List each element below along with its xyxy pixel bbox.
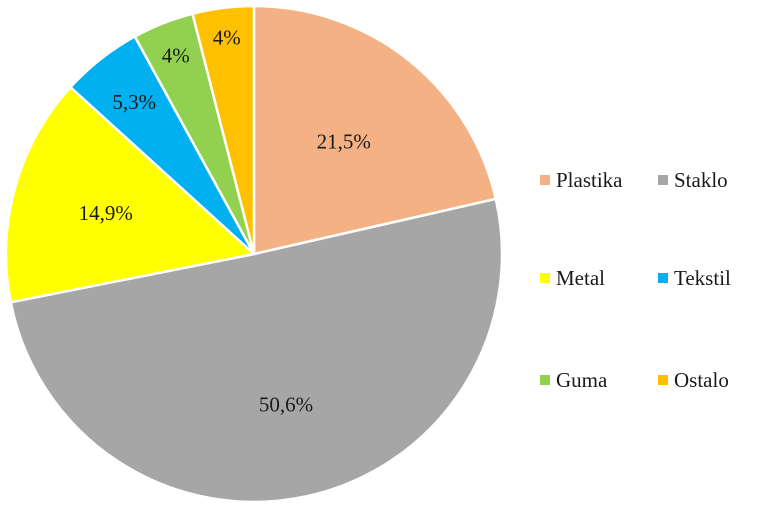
pie-slices	[4, 4, 504, 504]
data-label-metal: 14,9%	[79, 201, 133, 225]
data-label-plastika: 21,5%	[317, 130, 371, 154]
legend-label-metal: Metal	[556, 266, 605, 290]
legend-item-plastika: Plastika	[540, 168, 623, 192]
data-label-guma: 4%	[162, 44, 190, 68]
legend-item-staklo: Staklo	[658, 168, 728, 192]
legend-swatch-guma	[540, 375, 550, 385]
legend-item-tekstil: Tekstil	[658, 266, 731, 290]
legend-label-ostalo: Ostalo	[674, 368, 729, 392]
legend-item-ostalo: Ostalo	[658, 368, 729, 392]
pie-slice-plastika	[252, 4, 498, 256]
data-label-ostalo: 4%	[213, 26, 241, 50]
pie-slice-staklo	[9, 197, 504, 504]
legend-swatch-plastika	[540, 175, 550, 185]
legend-label-guma: Guma	[556, 368, 608, 392]
data-label-staklo: 50,6%	[259, 392, 313, 416]
pie-slice-ostalo	[190, 4, 256, 255]
legend-swatch-staklo	[658, 175, 668, 185]
legend-label-tekstil: Tekstil	[674, 266, 731, 290]
legend-swatch-ostalo	[658, 375, 668, 385]
data-label-tekstil: 5,3%	[112, 90, 156, 114]
legend-label-staklo: Staklo	[674, 168, 728, 192]
legend-swatch-metal	[540, 273, 550, 283]
legend-item-metal: Metal	[540, 266, 605, 290]
legend-item-guma: Guma	[540, 368, 608, 392]
pie-slice-labels: 21,5%50,6%14,9%5,3%4%4%	[79, 26, 371, 417]
legend-swatch-tekstil	[658, 273, 668, 283]
legend-label-plastika: Plastika	[556, 168, 623, 192]
pie-slice-metal	[4, 85, 257, 304]
legend: Plastika Staklo Metal Tekstil Guma Ostalo	[540, 168, 731, 392]
